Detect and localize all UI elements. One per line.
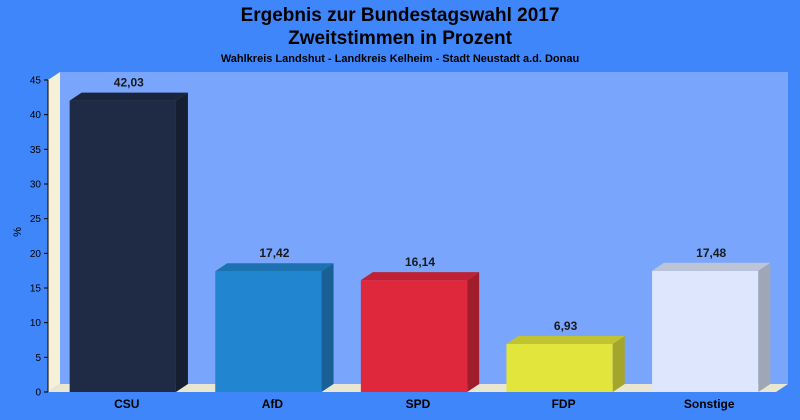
- plot-left-wall: [48, 72, 60, 392]
- x-tick-label: AfD: [262, 397, 284, 411]
- x-tick-label: FDP: [552, 397, 576, 411]
- y-tick-label: 45: [30, 76, 42, 87]
- x-tick-label: Sonstige: [684, 397, 735, 411]
- chart-title-line-2: Zweitstimmen in Prozent: [288, 28, 512, 49]
- data-label: 16,14: [405, 255, 435, 269]
- bar-csu-side: [175, 92, 188, 392]
- y-tick-label: 25: [30, 214, 42, 225]
- chart-subtitle: Wahlkreis Landshut - Landkreis Kelheim -…: [220, 53, 580, 65]
- bar-csu-top: [69, 92, 188, 101]
- data-label: 6,93: [554, 319, 578, 333]
- y-tick-label: 40: [30, 110, 42, 121]
- bar-afd-front: [215, 271, 322, 392]
- y-tick-label: 15: [30, 284, 42, 295]
- y-axis-label: %: [12, 227, 24, 237]
- bar-sonstige-top: [652, 262, 771, 271]
- chart-title-line-1: Ergebnis zur Bundestagswahl 2017: [240, 5, 560, 26]
- bar-spd-front: [360, 280, 468, 392]
- y-tick-label: 30: [30, 180, 42, 191]
- y-tick-label: 5: [35, 353, 41, 364]
- y-tick-label: 10: [30, 318, 42, 329]
- x-tick-label: CSU: [114, 397, 139, 411]
- data-label: 17,42: [259, 246, 289, 260]
- bar-fdp-side: [612, 335, 625, 392]
- bar-afd-side: [321, 263, 334, 392]
- bar-afd-top: [215, 263, 334, 272]
- y-tick-label: 20: [30, 249, 42, 260]
- y-tick-label: 0: [35, 388, 41, 399]
- bar-csu-front: [69, 100, 176, 392]
- bar-sonstige-front: [652, 270, 759, 392]
- bar-spd-top: [360, 272, 480, 281]
- bar-fdp-front: [506, 343, 613, 392]
- data-label: 42,03: [114, 76, 144, 90]
- bar-sonstige-side: [758, 262, 771, 392]
- data-label: 17,48: [696, 246, 726, 260]
- chart-title-block: Ergebnis zur Bundestagswahl 2017 Zweitst…: [0, 4, 800, 67]
- bar-spd-side: [467, 272, 480, 392]
- y-tick-label: 35: [30, 145, 42, 156]
- x-tick-label: SPD: [406, 397, 431, 411]
- bar-fdp-top: [506, 335, 625, 344]
